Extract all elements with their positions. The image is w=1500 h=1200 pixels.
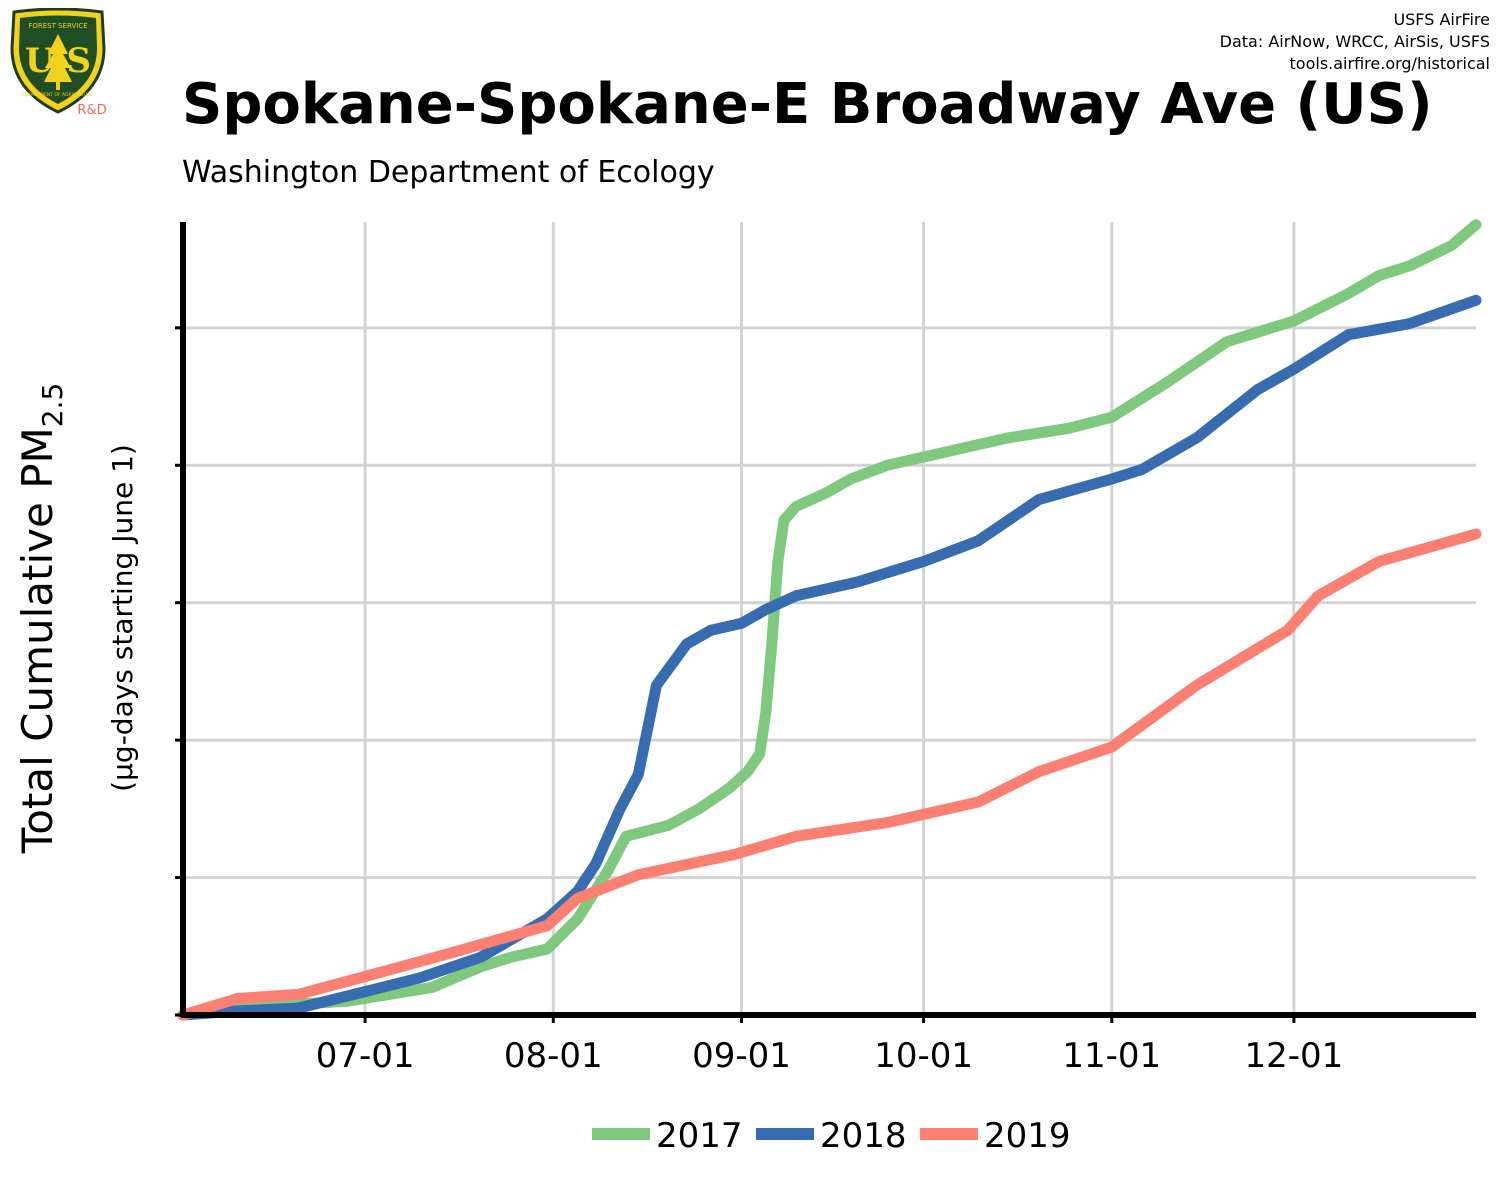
series-lines — [177, 219, 1482, 1021]
series-line-2017 — [177, 219, 1482, 1021]
logo-top-text: FOREST SERVICE — [28, 22, 87, 30]
series-line-2018 — [177, 294, 1482, 1021]
legend-label-2018: 2018 — [820, 1116, 907, 1156]
y-axis-units: (µg-days starting June 1) — [106, 444, 139, 792]
legend-label-2017: 2017 — [656, 1116, 743, 1156]
x-tick-label-0: 07-01 — [316, 1036, 415, 1076]
legend-label-2019: 2019 — [984, 1116, 1071, 1156]
y-axis-label: Total Cumulative PM2.5 (µg-days starting… — [13, 383, 139, 855]
credit-line-2: Data: AirNow, WRCC, AirSis, USFS — [1219, 32, 1490, 51]
chart-title: Spokane-Spokane-E Broadway Ave (US) — [182, 72, 1433, 137]
x-tick-label-1: 08-01 — [504, 1036, 603, 1076]
credit-line-1: USFS AirFire — [1393, 10, 1490, 29]
vertical-gridlines — [363, 222, 1296, 1015]
x-tick-label-2: 09-01 — [692, 1036, 791, 1076]
series-line-2019 — [177, 528, 1482, 1021]
logo-rd-badge: R&D — [77, 103, 106, 118]
credit-line-3: tools.airfire.org/historical — [1289, 54, 1490, 73]
x-tick-label-5: 12-01 — [1244, 1036, 1343, 1076]
axes — [175, 222, 1476, 1023]
x-tick-label-4: 11-01 — [1062, 1036, 1161, 1076]
logo-bottom-text: DEPARTMENT OF AGRICULTURE — [23, 92, 94, 98]
x-tick-labels: 07-01 08-01 09-01 10-01 11-01 12-01 — [316, 1036, 1344, 1076]
legend: 2017 2018 2019 — [592, 1116, 1071, 1156]
y-axis-title-main: Total Cumulative PM — [13, 427, 62, 854]
chart-subtitle: Washington Department of Ecology — [182, 155, 715, 190]
x-tick-label-3: 10-01 — [874, 1036, 973, 1076]
y-axis-title-subscript: 2.5 — [36, 383, 69, 428]
y-axis-title: Total Cumulative PM2.5 — [13, 383, 69, 855]
horizontal-gridlines — [183, 326, 1476, 880]
forest-service-shield-logo: FOREST SERVICE U S DEPARTMENT OF AGRICUL… — [10, 8, 107, 118]
